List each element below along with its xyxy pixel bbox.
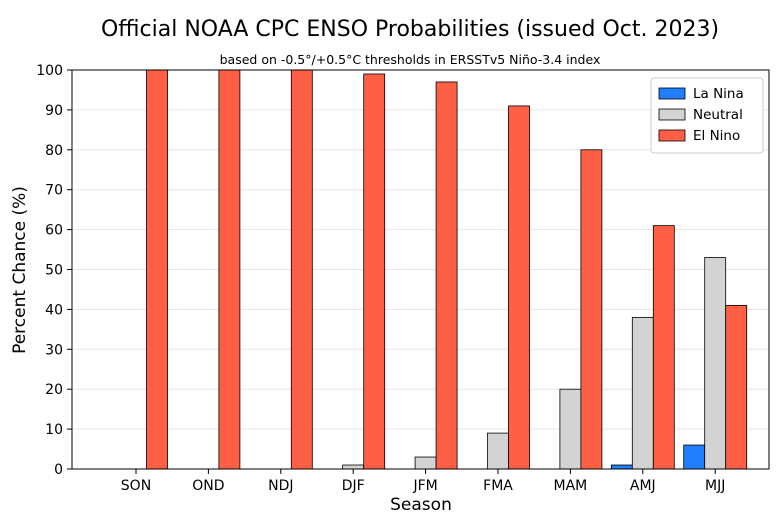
x-tick-label: OND: [192, 478, 224, 494]
y-axis-label: Percent Chance (%): [10, 186, 30, 354]
legend-swatch-el-nino: [658, 129, 686, 142]
x-tick-label: AMJ: [630, 478, 656, 494]
bar-series: [146, 69, 748, 470]
chart-title: Official NOAA CPC ENSO Probabilities (is…: [101, 17, 719, 42]
x-tick-label: MJJ: [705, 478, 725, 494]
y-tick-label: 80: [45, 143, 63, 159]
legend-label: Neutral: [693, 107, 743, 123]
bar-neutral: [559, 388, 582, 470]
bar-neutral: [487, 432, 509, 470]
bar-la-nina: [610, 464, 633, 470]
x-axis: SON OND NDJ DJF JFM FMA MAM AMJ MJJ: [121, 469, 725, 494]
legend-swatch-la-nina: [658, 87, 686, 100]
x-tick-label: DJF: [342, 478, 365, 494]
bar-el-nino: [725, 305, 748, 470]
bar-el-nino: [435, 81, 458, 470]
bar-el-nino: [218, 69, 241, 470]
bar-el-nino: [363, 73, 386, 470]
bar-el-nino: [146, 69, 168, 470]
x-axis-label: Season: [390, 495, 452, 515]
y-tick-label: 20: [45, 382, 63, 398]
bar-neutral: [631, 316, 654, 470]
legend: La Nina Neutral El Nino: [650, 77, 764, 154]
legend-label: La Nina: [693, 86, 744, 102]
x-tick-label: JFM: [412, 478, 437, 494]
bar-el-nino: [580, 149, 603, 470]
y-axis: 0 10 20 30 40 50 60 70 80 90 100: [36, 63, 72, 478]
bar-la-nina: [683, 444, 706, 470]
chart-subtitle: based on -0.5°/+0.5°C thresholds in ERSS…: [220, 52, 601, 67]
x-tick-label: NDJ: [268, 478, 293, 494]
y-tick-label: 0: [54, 462, 63, 478]
bar-el-nino: [652, 225, 675, 470]
x-tick-label: FMA: [483, 478, 513, 494]
y-tick-label: 40: [45, 302, 63, 318]
y-tick-label: 60: [45, 223, 63, 239]
y-tick-label: 50: [45, 263, 63, 279]
x-tick-label: MAM: [554, 478, 588, 494]
legend-label: El Nino: [693, 128, 740, 144]
bar-neutral: [342, 464, 365, 470]
bar-neutral: [704, 257, 727, 470]
y-tick-label: 70: [45, 183, 63, 199]
legend-swatch-neutral: [658, 108, 686, 121]
x-tick-label: SON: [121, 478, 151, 494]
bar-el-nino: [290, 69, 313, 470]
y-tick-label: 30: [45, 342, 63, 358]
y-tick-label: 10: [45, 422, 63, 438]
bar-el-nino: [508, 105, 530, 470]
y-tick-label: 90: [45, 103, 63, 119]
bar-neutral: [414, 456, 437, 470]
y-tick-label: 100: [36, 63, 63, 79]
